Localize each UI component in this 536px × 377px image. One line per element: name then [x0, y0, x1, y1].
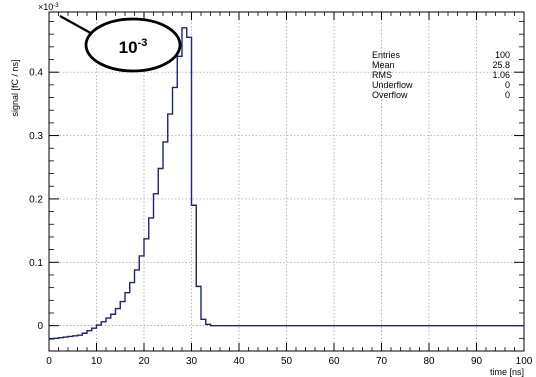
stats-label: Mean [372, 60, 395, 70]
stats-label: RMS [372, 70, 392, 80]
stats-value: 0 [505, 80, 510, 90]
stats-label: Overflow [372, 90, 408, 100]
y-tick-label: 0.1 [29, 258, 43, 269]
stats-label: Entries [372, 50, 401, 60]
x-tick-label: 10 [91, 356, 103, 367]
x-tick-label: 100 [516, 356, 533, 367]
stats-value: 25.8 [492, 60, 510, 70]
x-tick-label: 60 [328, 356, 340, 367]
x-tick-label: 70 [376, 356, 388, 367]
histogram-series-line [49, 27, 524, 340]
stats-value: 1.06 [492, 70, 510, 80]
y-exponent-label: ×10-3 [38, 2, 59, 12]
stats-box: Entries 100 Mean 25.8 RMS 1.06 Underflow 0 Overf… [372, 50, 510, 100]
x-tick-label: 40 [233, 356, 245, 367]
stats-value: 0 [505, 90, 510, 100]
y-axis-title: signal [fC / ns] [10, 59, 20, 116]
x-tick-label: 0 [46, 356, 52, 367]
stats-value: 100 [495, 50, 510, 60]
x-axis-title: time [ns] [490, 367, 524, 377]
x-tick-label: 80 [423, 356, 435, 367]
x-tick-label: 50 [281, 356, 293, 367]
x-tick-label: 30 [186, 356, 198, 367]
y-tick-label: 0.3 [29, 131, 43, 142]
y-tick-label: 0.2 [29, 194, 43, 205]
annotation-ellipse [84, 17, 182, 73]
stats-label: Underflow [372, 80, 413, 90]
annotation-text: 10-3 [119, 37, 148, 57]
y-tick-label: 0 [37, 321, 43, 332]
y-tick-label: 0.4 [29, 68, 43, 79]
x-tick-label: 20 [138, 356, 150, 367]
exponent-annotation: 10-3 [59, 15, 182, 73]
tick-labels: 0 10 20 30 40 50 60 70 80 90 100 0 0.1 0.2 0.3 0.4 [29, 68, 533, 367]
x-tick-label: 90 [471, 356, 483, 367]
